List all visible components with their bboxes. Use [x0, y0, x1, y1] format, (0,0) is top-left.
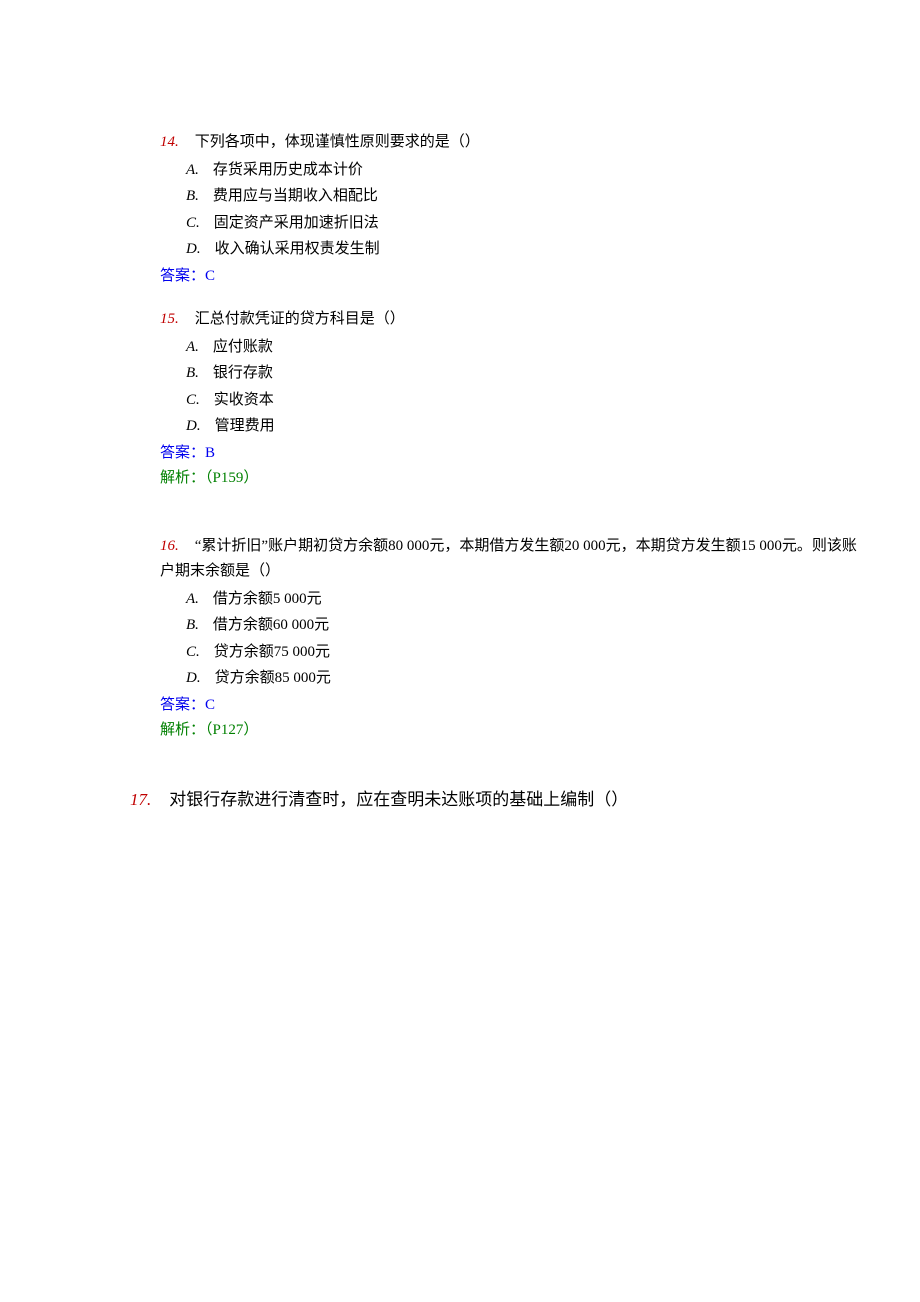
question-number: 17.	[130, 790, 151, 809]
option-c: C. 固定资产采用加速折旧法	[160, 211, 870, 237]
question-stem: 15. 汇总付款凭证的贷方科目是（）	[160, 307, 870, 333]
option-d: D. 管理费用	[160, 414, 870, 440]
option-letter: B.	[186, 365, 199, 381]
option-letter: C.	[186, 215, 200, 231]
option-text: 借方余额60 000元	[213, 617, 329, 633]
option-letter: B.	[186, 188, 199, 204]
option-a: A. 存货采用历史成本计价	[160, 158, 870, 184]
option-d: D. 收入确认采用权责发生制	[160, 237, 870, 263]
option-c: C. 贷方余额75 000元	[160, 640, 870, 666]
option-text: 贷方余额75 000元	[214, 644, 330, 660]
stem-text: 对银行存款进行清查时，应在查明未达账项的基础上编制（）	[169, 790, 628, 809]
spacer	[160, 510, 870, 534]
explain-line: 解析：（P127）	[160, 718, 870, 744]
question-15: 15. 汇总付款凭证的贷方科目是（） A. 应付账款 B. 银行存款 C. 实收资本 D…	[160, 307, 870, 492]
option-text: 费用应与当期收入相配比	[213, 188, 378, 204]
option-c: C. 实收资本	[160, 388, 870, 414]
option-a: A. 应付账款	[160, 335, 870, 361]
option-b: B. 借方余额60 000元	[160, 613, 870, 639]
question-16: 16.“累计折旧”账户期初贷方余额80 000元，本期借方发生额20 000元，…	[160, 534, 870, 744]
option-letter: D.	[186, 418, 201, 434]
option-letter: D.	[186, 670, 201, 686]
question-14: 14. 下列各项中，体现谨慎性原则要求的是（） A. 存货采用历史成本计价 B. 费用…	[160, 130, 870, 289]
option-a: A. 借方余额5 000元	[160, 587, 870, 613]
question-number: 15.	[160, 311, 179, 327]
question-stem: 16.“累计折旧”账户期初贷方余额80 000元，本期借方发生额20 000元，…	[160, 534, 870, 585]
option-text: 应付账款	[213, 339, 273, 355]
question-number: 16.	[160, 538, 179, 554]
answer-line: 答案：C	[160, 693, 870, 719]
answer-line: 答案：B	[160, 441, 870, 467]
option-text: 借方余额5 000元	[213, 591, 322, 607]
option-letter: C.	[186, 392, 200, 408]
option-text: 贷方余额85 000元	[215, 670, 331, 686]
stem-text: “累计折旧”账户期初贷方余额80 000元，本期借方发生额20 000元，本期贷…	[160, 538, 857, 580]
option-letter: B.	[186, 617, 199, 633]
option-letter: C.	[186, 644, 200, 660]
question-17: 17. 对银行存款进行清查时，应在查明未达账项的基础上编制（）	[130, 786, 870, 815]
option-text: 银行存款	[213, 365, 273, 381]
option-letter: A.	[186, 339, 199, 355]
option-letter: A.	[186, 591, 199, 607]
option-text: 存货采用历史成本计价	[213, 162, 363, 178]
option-letter: D.	[186, 241, 201, 257]
option-b: B. 银行存款	[160, 361, 870, 387]
spacer	[160, 762, 870, 786]
option-letter: A.	[186, 162, 199, 178]
question-stem: 17. 对银行存款进行清查时，应在查明未达账项的基础上编制（）	[130, 786, 870, 815]
option-text: 收入确认采用权责发生制	[215, 241, 380, 257]
question-number: 14.	[160, 134, 179, 150]
answer-line: 答案：C	[160, 264, 870, 290]
option-text: 固定资产采用加速折旧法	[214, 215, 379, 231]
question-stem: 14. 下列各项中，体现谨慎性原则要求的是（）	[160, 130, 870, 156]
option-text: 实收资本	[214, 392, 274, 408]
option-b: B. 费用应与当期收入相配比	[160, 184, 870, 210]
option-text: 管理费用	[215, 418, 275, 434]
stem-text: 汇总付款凭证的贷方科目是（）	[195, 311, 405, 327]
option-d: D. 贷方余额85 000元	[160, 666, 870, 692]
explain-line: 解析：（P159）	[160, 466, 870, 492]
stem-text: 下列各项中，体现谨慎性原则要求的是（）	[195, 134, 480, 150]
